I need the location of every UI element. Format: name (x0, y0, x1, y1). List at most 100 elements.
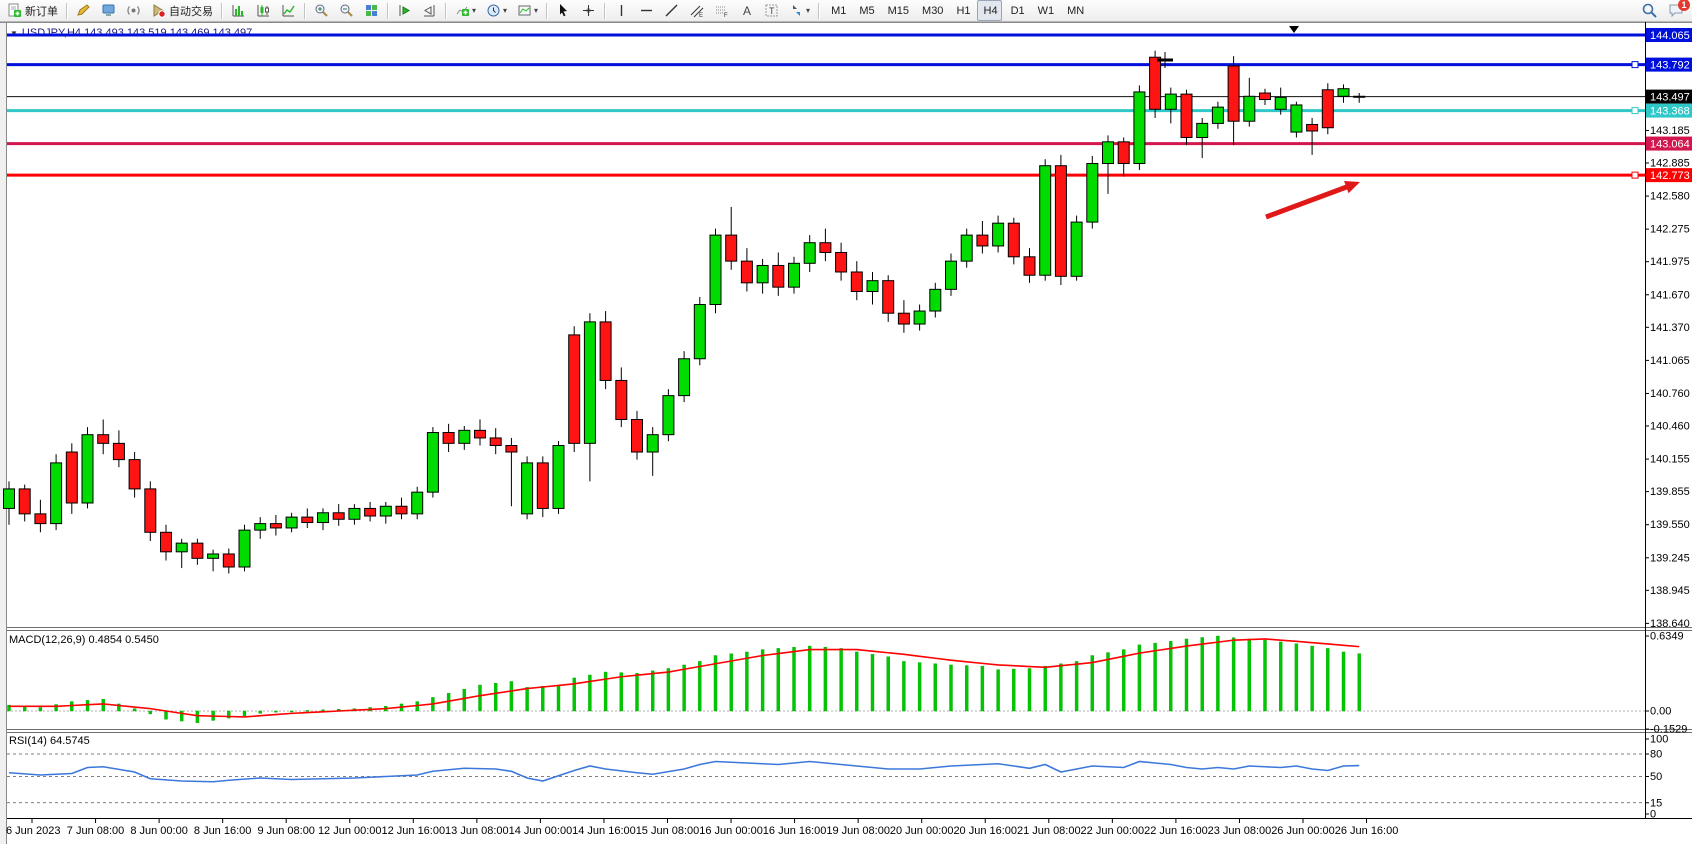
notifications-button[interactable]: 1 (1664, 0, 1690, 21)
candle-37 (583, 321, 596, 444)
line-chart-button[interactable] (277, 0, 300, 21)
time-tick-label[interactable]: 23 Jun 08:00 (1208, 825, 1272, 837)
time-tick-label[interactable]: 12 Jun 16:00 (381, 825, 445, 837)
candle-62 (976, 234, 989, 247)
dropdown-caret-icon[interactable]: ▾ (534, 6, 539, 15)
metaeditor-button[interactable] (72, 0, 95, 21)
rsi-tick-label: 50 (1650, 771, 1662, 783)
indicators-button[interactable]: ▾ (451, 0, 480, 21)
tile-windows-button[interactable] (360, 0, 383, 21)
time-tick-label[interactable]: 8 Jun 00:00 (130, 825, 188, 837)
candle-30 (474, 429, 486, 439)
time-tick-label[interactable]: 16 Jun 00:00 (699, 825, 763, 837)
text-button[interactable]: A (735, 0, 758, 21)
candle-83 (1306, 123, 1319, 132)
tf-h1-button[interactable]: H1 (956, 4, 971, 17)
hline-handle-support-3[interactable] (1631, 171, 1639, 179)
tf-m5-button[interactable]: M5 (859, 4, 875, 17)
search-icon (1641, 2, 1658, 19)
trendline-button[interactable] (660, 0, 683, 21)
dropdown-caret-icon[interactable]: ▾ (806, 6, 811, 15)
cursor-button[interactable] (552, 0, 575, 21)
time-tick-label[interactable]: 9 Jun 08:00 (257, 825, 315, 837)
tf-m30-button[interactable]: M30 (922, 4, 944, 17)
tf-w1-button[interactable]: W1 (1037, 4, 1055, 17)
toolbar-separator (304, 2, 306, 19)
down-arrow-marker[interactable] (1289, 26, 1299, 33)
time-tick-label[interactable]: 13 Jun 08:00 (445, 825, 509, 837)
time-tick-label[interactable]: 26 Jun 00:00 (1271, 825, 1335, 837)
auto-scroll-button[interactable] (393, 0, 416, 21)
candle-18 (285, 516, 298, 529)
zoom-in-button[interactable] (310, 0, 333, 21)
time-tick-label[interactable]: 21 Jun 08:00 (1017, 825, 1081, 837)
hline-handle-resistance-2[interactable] (1631, 61, 1639, 69)
time-tick-label[interactable]: 15 Jun 08:00 (636, 825, 700, 837)
chart-canvas[interactable]: 144.090143.185142.885142.580142.275141.9… (0, 22, 1692, 844)
candle-47 (740, 260, 753, 284)
time-tick-label[interactable]: 6 Jun 2023 (6, 825, 60, 837)
candle-69 (1086, 163, 1099, 223)
dropdown-caret-icon[interactable]: ▾ (472, 6, 477, 15)
signals-button[interactable] (122, 0, 145, 21)
time-tick-label[interactable]: 8 Jun 16:00 (194, 825, 252, 837)
candle-10 (160, 531, 172, 553)
dropdown-caret-icon[interactable]: ▾ (503, 6, 508, 15)
horizontal-line-button[interactable] (635, 0, 658, 21)
text-label-button[interactable]: T (760, 0, 783, 21)
periods-button[interactable]: ▾ (482, 0, 511, 21)
arrows-button[interactable]: ▾ (785, 0, 814, 21)
vertical-line-icon (614, 3, 629, 18)
rsi-tick-label: 0 (1650, 809, 1656, 821)
time-tick-label[interactable]: 22 Jun 16:00 (1144, 825, 1208, 837)
price-tick-label: 141.065 (1650, 355, 1690, 367)
auto-scroll-icon (397, 3, 412, 18)
equidistant-channel-button[interactable]: E (685, 0, 708, 21)
candle-chart-button[interactable] (252, 0, 275, 21)
crosshair-button[interactable] (577, 0, 600, 21)
equidistant-channel-icon: E (689, 3, 704, 18)
time-tick-label[interactable]: 12 Jun 00:00 (318, 825, 382, 837)
time-tick-label[interactable]: 26 Jun 16:00 (1335, 825, 1399, 837)
candle-46 (725, 234, 738, 262)
candle-51 (803, 242, 816, 264)
chart-window[interactable]: ▼ USDJPY,H4 143.493 143.519 143.469 143.… (0, 22, 1692, 844)
new-order-button[interactable]: 新订单 (3, 0, 62, 21)
fibonacci-icon: F (714, 3, 729, 18)
rsi-line (8, 760, 1360, 783)
market-button[interactable] (97, 0, 120, 21)
time-tick-label[interactable]: 16 Jun 16:00 (763, 825, 827, 837)
candle-38 (599, 321, 612, 381)
zoom-out-button[interactable] (335, 0, 358, 21)
chart-shift-button[interactable] (418, 0, 441, 21)
candle-78 (1227, 65, 1240, 122)
bar-chart-button[interactable] (227, 0, 250, 21)
search-button[interactable] (1637, 0, 1662, 21)
templates-button[interactable]: ▾ (513, 0, 542, 21)
autotrading-button[interactable]: 自动交易 (147, 0, 217, 21)
symbol-dropdown-icon[interactable]: ▼ (10, 28, 18, 38)
trend-arrow-head[interactable] (1344, 180, 1360, 194)
tf-mn-button[interactable]: MN (1067, 4, 1085, 17)
hline-handle-support-1[interactable] (1631, 107, 1639, 115)
time-tick-label[interactable]: 20 Jun 00:00 (890, 825, 954, 837)
time-tick-label[interactable]: 20 Jun 16:00 (953, 825, 1017, 837)
tf-h4-button[interactable]: H4 (976, 0, 1002, 21)
time-tick-label[interactable]: 19 Jun 08:00 (826, 825, 890, 837)
vertical-line-button[interactable] (610, 0, 633, 21)
time-tick-label[interactable]: 14 Jun 00:00 (509, 825, 573, 837)
time-tick-label[interactable]: 14 Jun 16:00 (572, 825, 636, 837)
price-tick-label: 139.245 (1650, 552, 1690, 564)
time-tick-label[interactable]: 7 Jun 08:00 (67, 825, 125, 837)
price-box-label: 144.065 (1650, 30, 1690, 42)
candle-4 (65, 451, 78, 504)
price-box-143.792 (1646, 57, 1692, 72)
tf-m15-button[interactable]: M15 (887, 4, 910, 17)
tf-d1-button[interactable]: D1 (1010, 4, 1025, 17)
price-tick-label: 140.760 (1650, 388, 1690, 400)
time-tick-label[interactable]: 22 Jun 00:00 (1081, 825, 1145, 837)
fibonacci-button[interactable]: F (710, 0, 733, 21)
metaeditor-icon (76, 3, 91, 18)
trend-arrow-line[interactable] (1265, 183, 1352, 220)
tf-m1-button[interactable]: M1 (831, 4, 847, 17)
